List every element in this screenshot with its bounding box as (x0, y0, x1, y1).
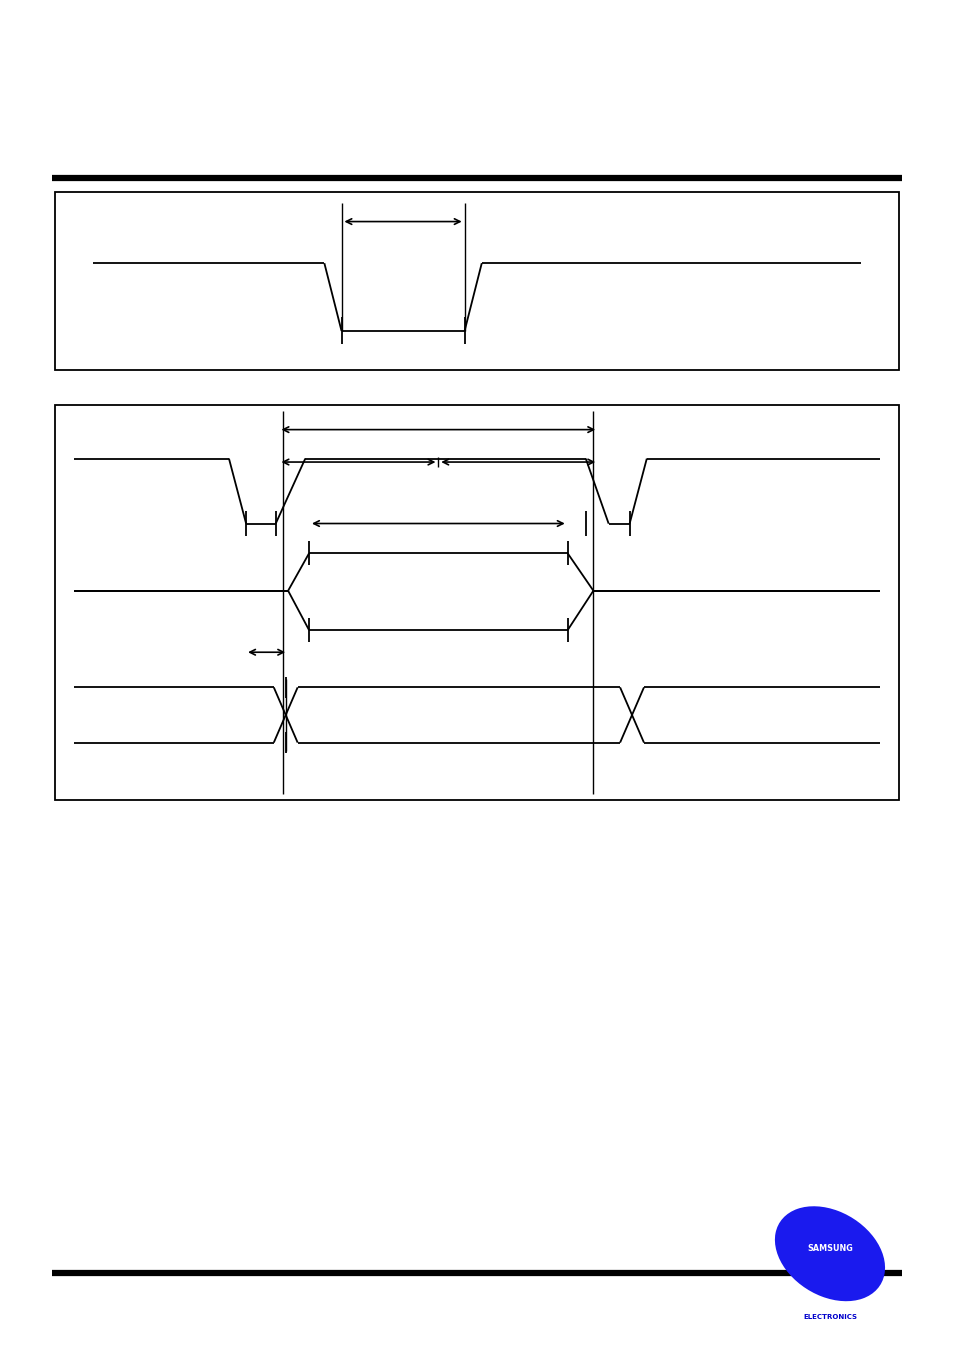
Bar (55, 192, 898, 370)
Ellipse shape (775, 1208, 883, 1300)
Bar (55, 405, 898, 800)
Text: SAMSUNG: SAMSUNG (806, 1244, 852, 1252)
Text: ELECTRONICS: ELECTRONICS (802, 1315, 856, 1320)
